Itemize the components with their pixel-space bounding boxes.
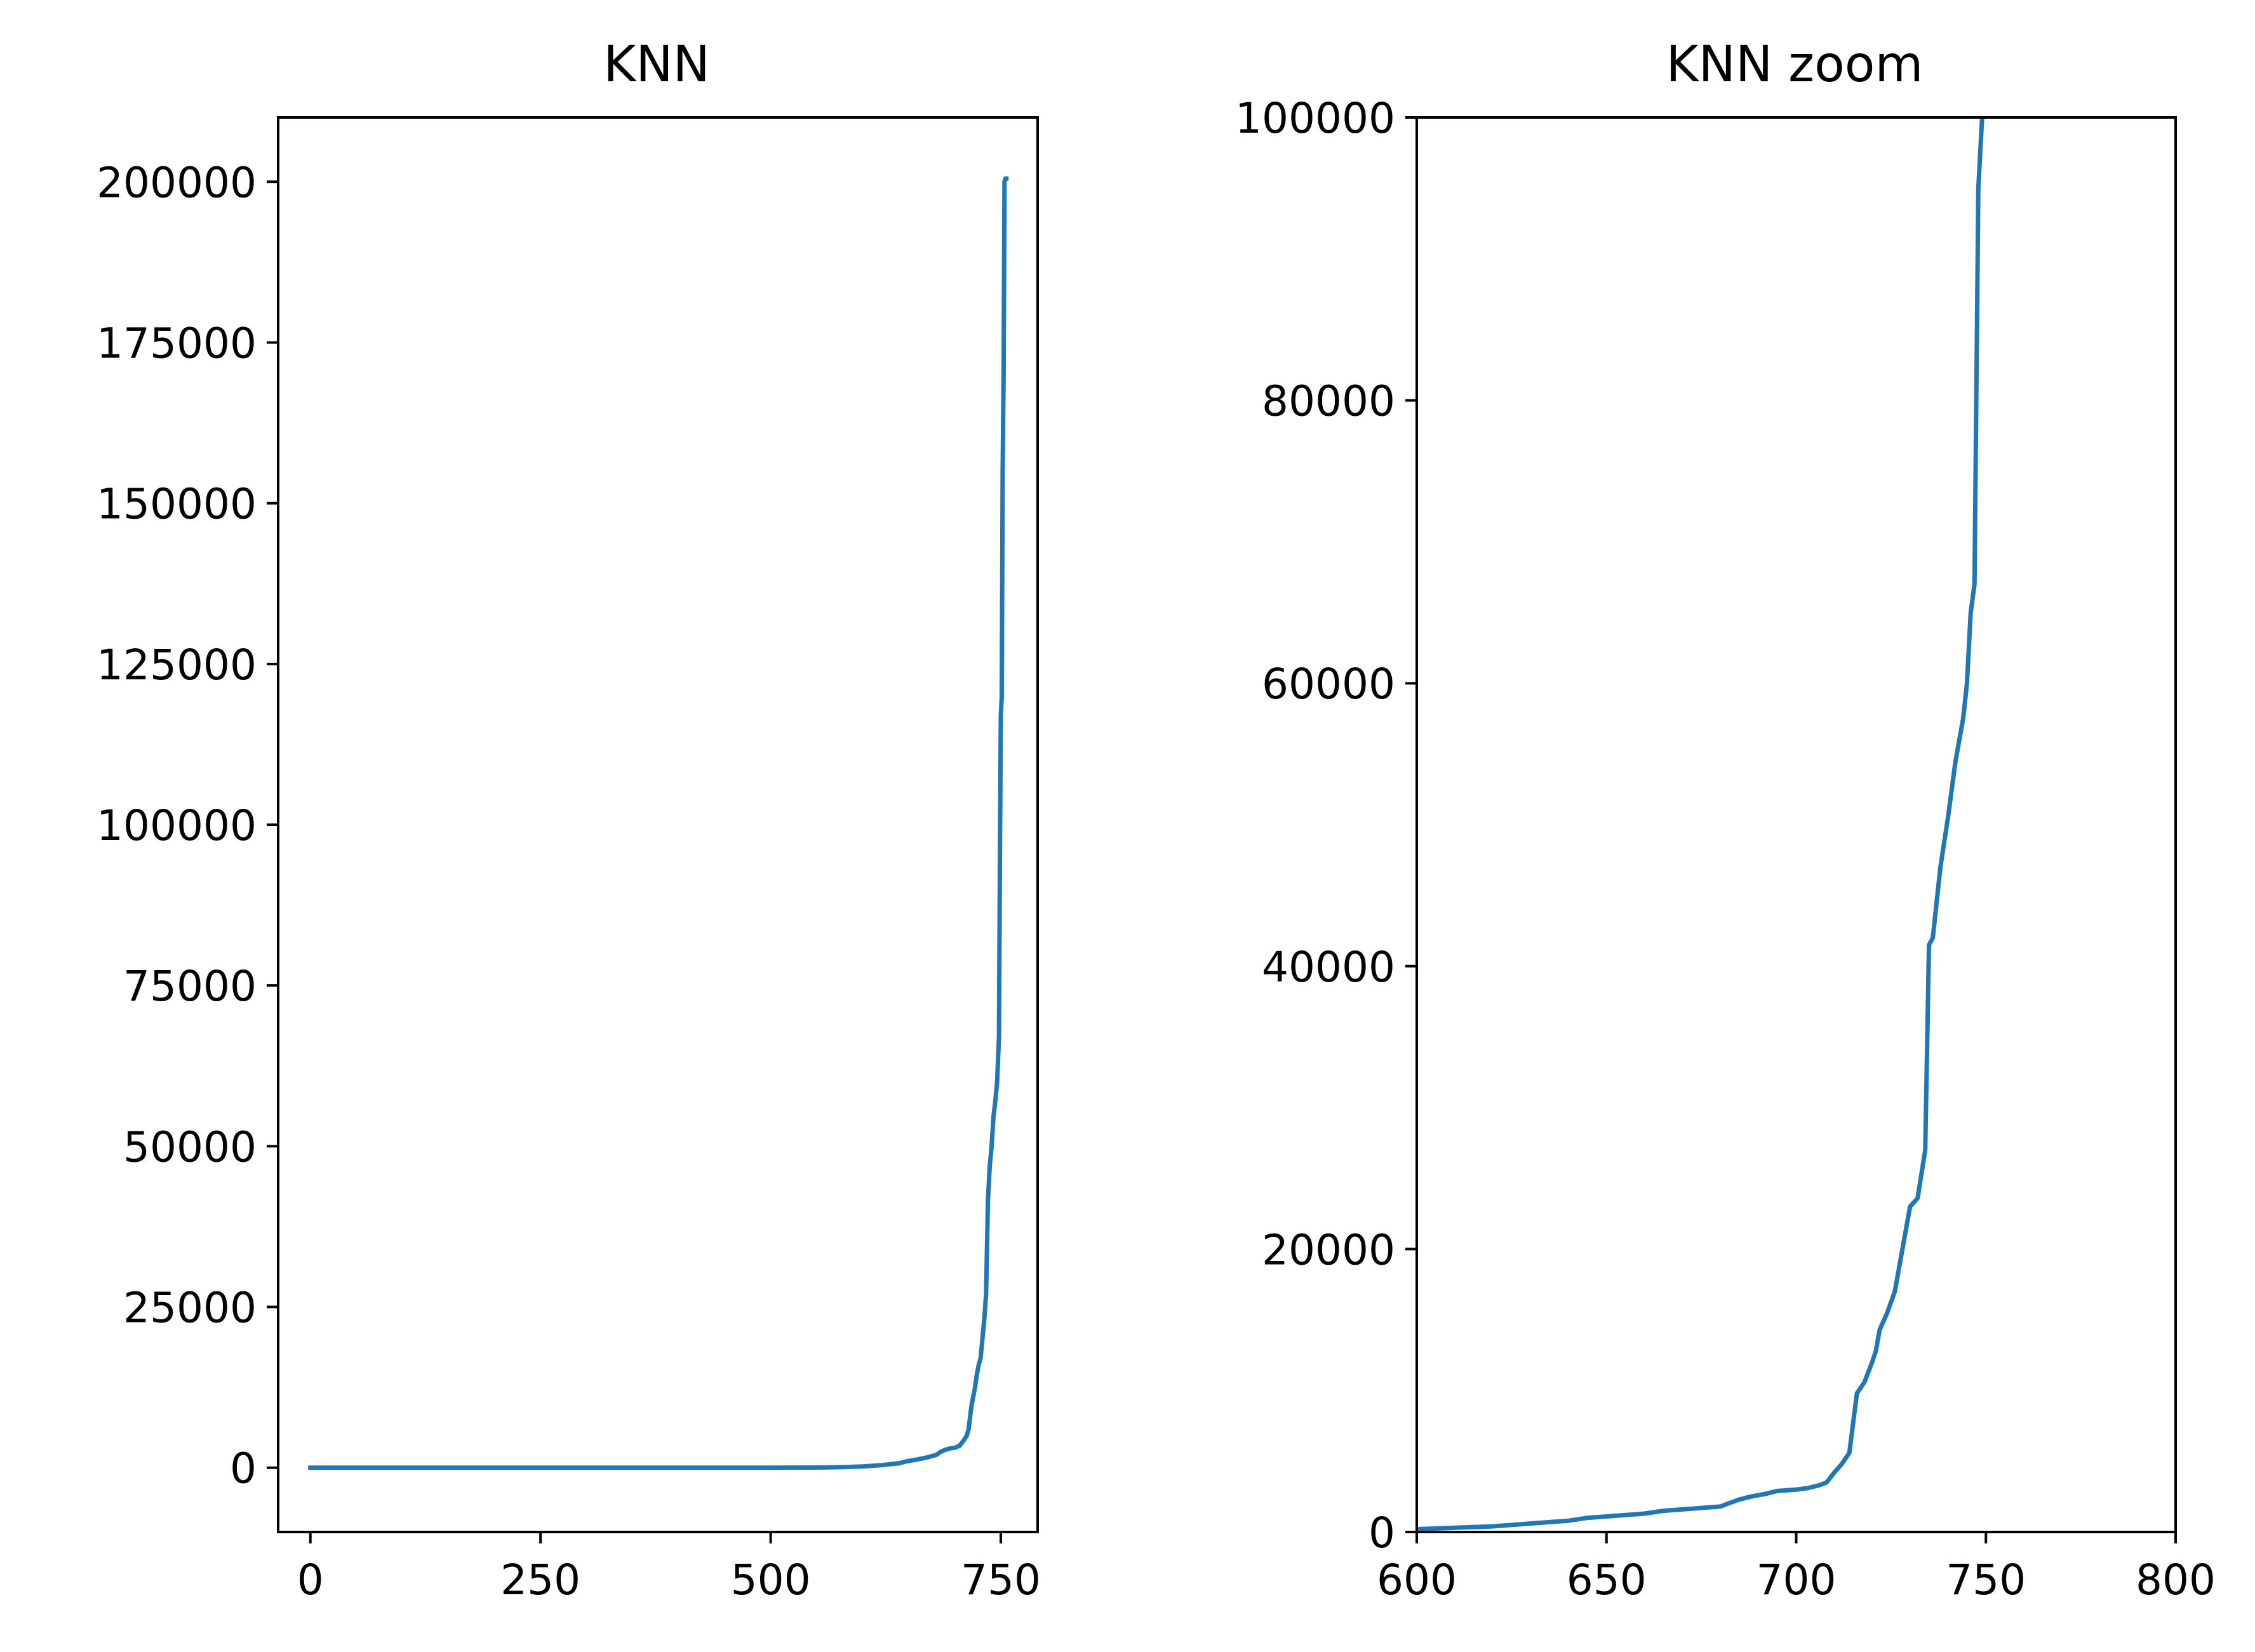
chart-title: KNN	[603, 36, 710, 93]
x-tick-label: 800	[2136, 1555, 2216, 1604]
y-tick-label: 100000	[1235, 94, 1395, 143]
y-tick-label: 150000	[97, 480, 257, 529]
x-tick-label: 750	[961, 1555, 1041, 1604]
x-tick-label: 700	[1756, 1555, 1837, 1604]
y-tick-label: 200000	[97, 158, 257, 207]
series-line	[1417, 117, 1984, 1532]
x-tick-label: 250	[500, 1555, 580, 1604]
y-tick-label: 125000	[97, 641, 257, 689]
y-tick-label: 75000	[123, 962, 257, 1011]
axes-frame	[1415, 116, 2177, 1533]
x-tick-label: 0	[297, 1555, 324, 1604]
y-tick-label: 0	[1368, 1509, 1395, 1557]
x-tick-label: 650	[1567, 1555, 1647, 1604]
x-tick-label: 500	[731, 1555, 811, 1604]
y-tick-label: 20000	[1262, 1225, 1395, 1274]
y-tick-label: 25000	[123, 1284, 257, 1333]
knn-panel: KNN 0 250 500 750 0 25000 50000 75000 100000 1250…	[97, 36, 1041, 1604]
y-tick-label: 175000	[97, 319, 257, 368]
y-tick-label: 50000	[123, 1122, 257, 1171]
y-tick-label: 80000	[1262, 377, 1395, 426]
knn-zoom-panel: KNN zoom 600 650 700 750 800 0 20000 40000 60000…	[1235, 36, 2216, 1604]
y-tick-label: 40000	[1262, 943, 1395, 992]
y-tick-label: 60000	[1262, 660, 1395, 709]
axes-frame	[277, 116, 1039, 1533]
chart-title: KNN zoom	[1666, 36, 1923, 93]
y-tick-label: 0	[230, 1444, 257, 1493]
x-tick-label: 600	[1377, 1555, 1457, 1604]
y-tick-label: 100000	[97, 801, 257, 850]
x-tick-label: 750	[1946, 1555, 2026, 1604]
series-line	[308, 176, 1009, 1470]
